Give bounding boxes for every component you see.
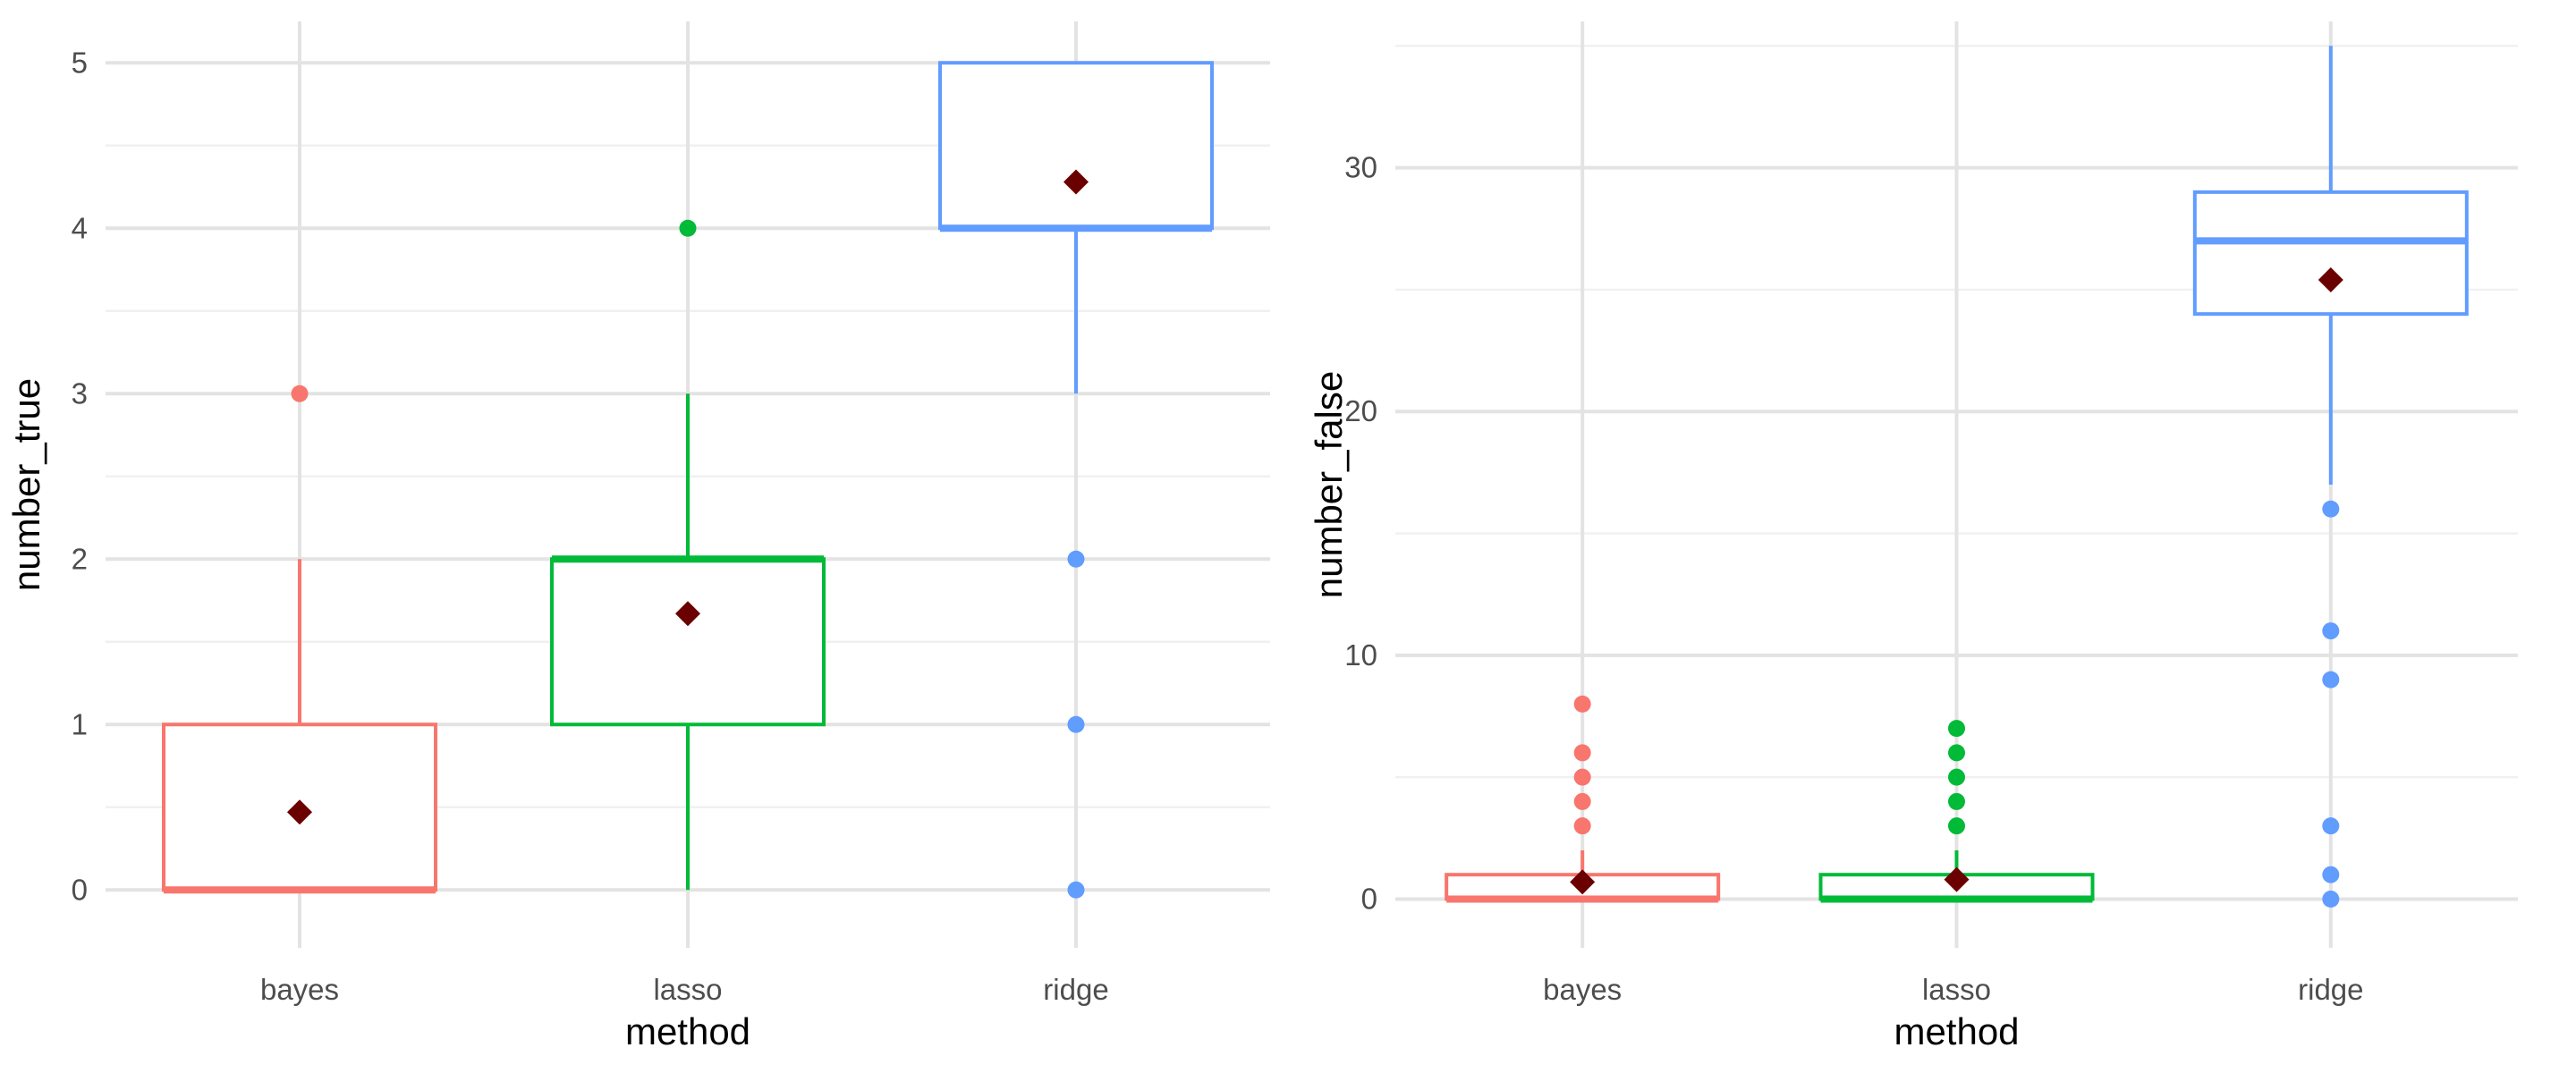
outlier-point bbox=[1573, 792, 1591, 810]
box-ridge bbox=[2192, 46, 2469, 908]
outlier-point bbox=[679, 219, 697, 237]
x-tick-label: bayes bbox=[1543, 973, 1622, 1006]
outlier-point bbox=[1067, 715, 1085, 733]
outlier-point bbox=[2322, 622, 2340, 640]
panel-number-false: 0 10 20 30 bayes lasso ridge method number_fa… bbox=[1308, 21, 2518, 1052]
outlier-point bbox=[2322, 817, 2340, 835]
box-series bbox=[162, 61, 1214, 899]
y-tick-label: 2 bbox=[72, 542, 88, 575]
y-tick-label: 20 bbox=[1344, 394, 1377, 427]
outlier-point bbox=[291, 384, 309, 402]
y-tick-label: 3 bbox=[72, 376, 88, 410]
box-iqr bbox=[550, 557, 826, 727]
y-tick-label: 5 bbox=[72, 46, 88, 79]
box-iqr bbox=[938, 61, 1214, 231]
outlier-point bbox=[1573, 768, 1591, 786]
outlier-point bbox=[1573, 817, 1591, 835]
box-lasso bbox=[550, 219, 826, 891]
y-tick-label: 0 bbox=[1361, 882, 1377, 915]
x-tick-label: lasso bbox=[1922, 973, 1991, 1006]
y-tick-label: 1 bbox=[72, 707, 88, 740]
outlier-point bbox=[1067, 550, 1085, 568]
x-axis-title: method bbox=[625, 1010, 750, 1052]
mean-marker bbox=[287, 799, 312, 825]
x-axis-title: method bbox=[1894, 1010, 2019, 1052]
outlier-point bbox=[1948, 768, 1965, 786]
outlier-point bbox=[1948, 720, 1965, 738]
mean-marker bbox=[675, 601, 700, 627]
y-axis-title: number_false bbox=[1308, 371, 1350, 598]
box-ridge bbox=[938, 61, 1214, 899]
outlier-point bbox=[1948, 817, 1965, 835]
outlier-point bbox=[1573, 695, 1591, 713]
x-tick-label: bayes bbox=[260, 973, 339, 1006]
mean-marker bbox=[2318, 266, 2343, 292]
y-axis-title: number_true bbox=[5, 378, 47, 591]
mean-marker bbox=[1944, 866, 1970, 892]
y-tick-label: 10 bbox=[1344, 638, 1377, 672]
y-tick-labels: 0 10 20 30 bbox=[1344, 151, 1377, 916]
outlier-point bbox=[1948, 744, 1965, 762]
box-bayes bbox=[162, 384, 437, 894]
outlier-point bbox=[2322, 890, 2340, 908]
box-series bbox=[1445, 46, 2469, 908]
mean-marker bbox=[1570, 869, 1596, 895]
outlier-point bbox=[2322, 500, 2340, 518]
outlier-point bbox=[1067, 881, 1085, 899]
y-tick-label: 4 bbox=[72, 211, 88, 244]
x-tick-label: ridge bbox=[2298, 973, 2363, 1006]
outlier-point bbox=[2322, 866, 2340, 883]
x-tick-labels: bayes lasso ridge bbox=[1543, 973, 2363, 1006]
outlier-point bbox=[1573, 744, 1591, 762]
x-tick-label: lasso bbox=[653, 973, 722, 1006]
outlier-point bbox=[2322, 671, 2340, 689]
x-tick-label: ridge bbox=[1043, 973, 1108, 1006]
x-tick-labels: bayes lasso ridge bbox=[260, 973, 1109, 1006]
panel-number-true: 0 1 2 3 4 5 bayes lasso ridge method number_tru… bbox=[5, 21, 1270, 1052]
outlier-point bbox=[1948, 792, 1965, 810]
y-tick-label: 0 bbox=[72, 873, 88, 906]
y-tick-label: 30 bbox=[1344, 151, 1377, 184]
box-iqr bbox=[2192, 190, 2469, 317]
box-lasso bbox=[1818, 720, 2095, 903]
mean-marker bbox=[1063, 169, 1089, 195]
box-bayes bbox=[1445, 695, 1721, 903]
y-tick-labels: 0 1 2 3 4 5 bbox=[72, 46, 88, 906]
